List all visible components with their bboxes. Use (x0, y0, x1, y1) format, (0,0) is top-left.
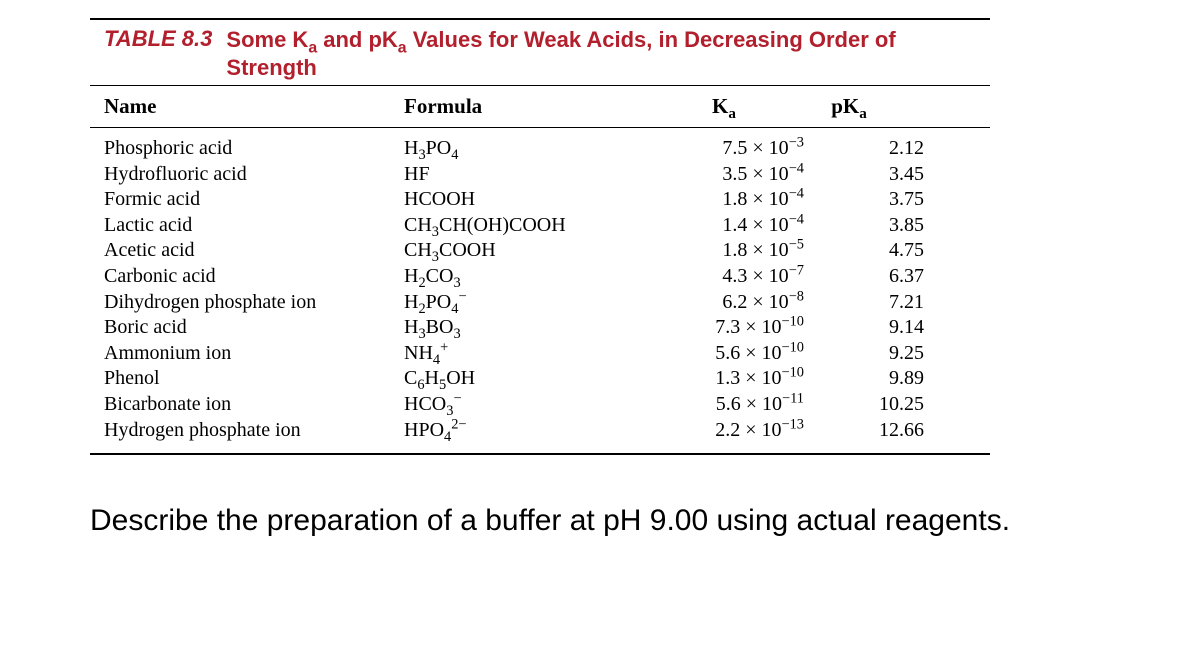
cell-formula: H2CO3 (404, 264, 644, 290)
cell-formula: HCO3− (404, 392, 644, 418)
cell-ka: 5.6 × 10−10 (644, 341, 834, 367)
cell-formula: H3BO3 (404, 315, 644, 341)
cell-pka: 9.89 (834, 366, 924, 392)
cell-formula: HF (404, 162, 644, 188)
cell-ka: 3.5 × 10−4 (644, 162, 834, 188)
table-row: Carbonic acidH2CO34.3 × 10−76.37 (104, 264, 990, 290)
cell-name: Acetic acid (104, 238, 404, 264)
cell-name: Dihydrogen phosphate ion (104, 290, 404, 316)
col-formula: Formula (404, 94, 644, 119)
col-ka: Ka (644, 94, 804, 119)
table-row: Hydrogen phosphate ionHPO42−2.2 × 10−131… (104, 418, 990, 444)
cell-name: Formic acid (104, 187, 404, 213)
table-row: Bicarbonate ionHCO3−5.6 × 10−1110.25 (104, 392, 990, 418)
table-title: Some Ka and pKa Values for Weak Acids, i… (212, 26, 990, 81)
cell-ka: 1.4 × 10−4 (644, 213, 834, 239)
table-row: PhenolC6H5OH1.3 × 10−109.89 (104, 366, 990, 392)
cell-name: Ammonium ion (104, 341, 404, 367)
cell-ka: 2.2 × 10−13 (644, 418, 834, 444)
table-header: TABLE 8.3 Some Ka and pKa Values for Wea… (90, 18, 990, 85)
table-row: Hydrofluoric acidHF3.5 × 10−43.45 (104, 162, 990, 188)
cell-formula: HPO42− (404, 418, 644, 444)
table-column-headers: Name Formula Ka pKa (90, 85, 990, 128)
table-row: Ammonium ionNH4+5.6 × 10−109.25 (104, 341, 990, 367)
table-body: Phosphoric acidH3PO47.5 × 10−32.12Hydrof… (90, 128, 990, 455)
cell-pka: 3.45 (834, 162, 924, 188)
cell-formula: CH3COOH (404, 238, 644, 264)
cell-formula: C6H5OH (404, 366, 644, 392)
cell-pka: 2.12 (834, 136, 924, 162)
cell-formula: H2PO4− (404, 290, 644, 316)
table-row: Phosphoric acidH3PO47.5 × 10−32.12 (104, 136, 990, 162)
cell-formula: HCOOH (404, 187, 644, 213)
cell-pka: 7.21 (834, 290, 924, 316)
question-text: Describe the preparation of a buffer at … (90, 501, 1110, 542)
cell-ka: 1.8 × 10−5 (644, 238, 834, 264)
cell-formula: NH4+ (404, 341, 644, 367)
cell-name: Phosphoric acid (104, 136, 404, 162)
cell-pka: 9.25 (834, 341, 924, 367)
cell-name: Phenol (104, 366, 404, 392)
col-name: Name (104, 94, 404, 119)
cell-pka: 3.75 (834, 187, 924, 213)
col-pka: pKa (804, 94, 894, 119)
cell-name: Boric acid (104, 315, 404, 341)
cell-ka: 7.3 × 10−10 (644, 315, 834, 341)
cell-ka: 1.3 × 10−10 (644, 366, 834, 392)
cell-ka: 1.8 × 10−4 (644, 187, 834, 213)
table-row: Formic acidHCOOH1.8 × 10−43.75 (104, 187, 990, 213)
cell-name: Hydrofluoric acid (104, 162, 404, 188)
cell-pka: 4.75 (834, 238, 924, 264)
table-row: Lactic acidCH3CH(OH)COOH1.4 × 10−43.85 (104, 213, 990, 239)
cell-formula: CH3CH(OH)COOH (404, 213, 644, 239)
cell-ka: 6.2 × 10−8 (644, 290, 834, 316)
cell-name: Carbonic acid (104, 264, 404, 290)
cell-name: Hydrogen phosphate ion (104, 418, 404, 444)
cell-pka: 6.37 (834, 264, 924, 290)
cell-name: Bicarbonate ion (104, 392, 404, 418)
cell-pka: 12.66 (834, 418, 924, 444)
cell-name: Lactic acid (104, 213, 404, 239)
cell-pka: 10.25 (834, 392, 924, 418)
table-row: Acetic acidCH3COOH1.8 × 10−54.75 (104, 238, 990, 264)
table-row: Boric acidH3BO37.3 × 10−109.14 (104, 315, 990, 341)
cell-pka: 9.14 (834, 315, 924, 341)
table-number: TABLE 8.3 (90, 26, 212, 52)
cell-ka: 5.6 × 10−11 (644, 392, 834, 418)
cell-formula: H3PO4 (404, 136, 644, 162)
cell-pka: 3.85 (834, 213, 924, 239)
cell-ka: 4.3 × 10−7 (644, 264, 834, 290)
cell-ka: 7.5 × 10−3 (644, 136, 834, 162)
acid-table: TABLE 8.3 Some Ka and pKa Values for Wea… (90, 18, 990, 455)
table-row: Dihydrogen phosphate ionH2PO4−6.2 × 10−8… (104, 290, 990, 316)
